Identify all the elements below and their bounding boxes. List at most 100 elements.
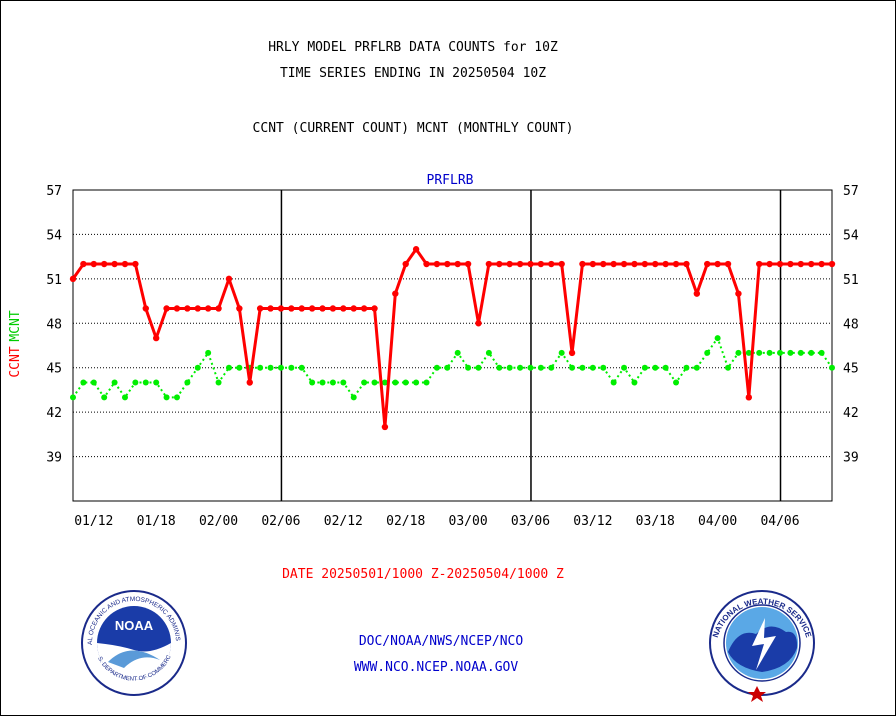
data-point-mcnt (745, 349, 752, 356)
data-point-mcnt (704, 349, 711, 356)
data-point-mcnt (361, 379, 368, 386)
series-line-mcnt (72, 335, 833, 400)
data-point-mcnt (589, 364, 596, 371)
data-point-ccnt (735, 290, 742, 297)
data-point-ccnt (506, 260, 513, 268)
data-point-ccnt (589, 260, 597, 268)
y-tick-label-left: 51 (46, 273, 62, 288)
y-tick-label-left: 48 (46, 317, 62, 332)
data-point-ccnt (579, 260, 586, 268)
data-point-ccnt (392, 290, 399, 297)
x-tick-label: 02/12 (324, 514, 363, 529)
y-tick-label-right: 57 (843, 184, 859, 199)
chart-title: HRLY MODEL PRFLRB DATA COUNTS for 10Z (268, 40, 558, 55)
data-point-mcnt (90, 379, 97, 386)
data-point-mcnt (475, 364, 482, 371)
data-point-ccnt (381, 423, 389, 431)
data-point-mcnt (163, 394, 170, 401)
data-point-mcnt (465, 364, 472, 371)
data-point-mcnt (153, 379, 160, 386)
x-tick-label: 03/12 (573, 514, 612, 529)
data-point-ccnt (215, 305, 222, 312)
data-point-ccnt (132, 260, 139, 268)
data-point-ccnt (537, 260, 545, 268)
data-point-mcnt (277, 364, 284, 371)
y-tick-label-right: 48 (843, 317, 859, 332)
grid-layer (73, 190, 832, 501)
data-point-ccnt (163, 305, 170, 312)
data-point-mcnt (184, 379, 191, 386)
data-point-ccnt (267, 305, 274, 312)
y-tick-label-left: 45 (46, 362, 62, 377)
data-point-mcnt (413, 379, 420, 386)
x-tick-label: 03/18 (636, 514, 675, 529)
y-tick-label-left: 54 (46, 228, 62, 243)
x-tick-label: 01/18 (137, 514, 176, 529)
data-point-mcnt (257, 364, 264, 371)
data-point-ccnt (516, 260, 524, 268)
data-point-ccnt (152, 334, 160, 342)
data-point-ccnt (90, 260, 97, 268)
data-point-ccnt (828, 260, 836, 268)
y-axis-label-mcnt: MCNT (8, 310, 23, 341)
data-point-mcnt (548, 364, 555, 371)
data-point-mcnt (350, 394, 357, 401)
data-point-mcnt (579, 364, 586, 371)
data-point-ccnt (527, 260, 534, 268)
data-point-ccnt (724, 260, 732, 268)
data-point-mcnt (485, 349, 492, 356)
x-tick-label: 03/00 (449, 514, 488, 529)
y-axis-label-ccnt: CCNT (8, 346, 23, 377)
data-point-mcnt (298, 364, 305, 371)
noaa-logo: NOAA NATIONAL OCEANIC AND ATMOSPHERIC AD… (0, 0, 187, 696)
data-point-mcnt (725, 364, 732, 371)
data-point-ccnt (121, 260, 129, 268)
data-point-mcnt (808, 349, 815, 356)
data-point-ccnt (173, 305, 181, 312)
data-point-ccnt (308, 305, 316, 312)
data-point-mcnt (454, 349, 461, 356)
x-tick-label: 02/18 (386, 514, 425, 529)
data-point-mcnt (142, 379, 149, 386)
x-tick-label: 02/06 (261, 514, 300, 529)
series-layer (69, 246, 836, 431)
data-point-mcnt (714, 335, 721, 342)
data-point-ccnt (672, 260, 680, 268)
data-point-ccnt (360, 305, 368, 312)
data-point-ccnt (610, 260, 617, 268)
data-point-mcnt (756, 349, 763, 356)
link-doc-noaa[interactable]: DOC/NOAA/NWS/NCEP/NCO (359, 634, 524, 649)
data-point-mcnt (267, 364, 274, 371)
data-point-mcnt (309, 379, 316, 386)
data-point-ccnt (766, 260, 773, 268)
data-point-ccnt (745, 394, 753, 401)
data-point-ccnt (620, 260, 628, 268)
data-point-ccnt (454, 260, 461, 268)
noaa-logo-text: NOAA (115, 618, 154, 633)
data-point-ccnt (298, 305, 305, 312)
data-point-ccnt (693, 290, 701, 297)
y-tick-labels: 57 57 54 54 51 51 48 48 45 45 42 42 39 39 (46, 184, 858, 466)
y-tick-label-right: 54 (843, 228, 859, 243)
data-point-mcnt (506, 364, 513, 371)
data-point-ccnt (464, 260, 472, 268)
data-point-mcnt (683, 364, 690, 371)
data-point-ccnt (776, 260, 784, 268)
data-point-mcnt (111, 379, 118, 386)
data-point-ccnt (69, 275, 77, 283)
x-tick-label: 03/06 (511, 514, 550, 529)
date-range-label: DATE 20250501/1000 Z-20250504/1000 Z (282, 567, 564, 582)
data-point-ccnt (787, 260, 794, 268)
data-point-ccnt (412, 246, 420, 253)
data-point-ccnt (818, 260, 825, 268)
data-point-mcnt (433, 364, 440, 371)
data-point-mcnt (652, 364, 659, 371)
data-point-mcnt (693, 364, 700, 371)
y-axis-label: CCNT MCNT (8, 310, 23, 377)
data-point-mcnt (777, 349, 784, 356)
link-nco-website[interactable]: WWW.NCO.NCEP.NOAA.GOV (354, 660, 519, 675)
data-point-ccnt (80, 260, 87, 268)
data-point-mcnt (70, 394, 76, 401)
